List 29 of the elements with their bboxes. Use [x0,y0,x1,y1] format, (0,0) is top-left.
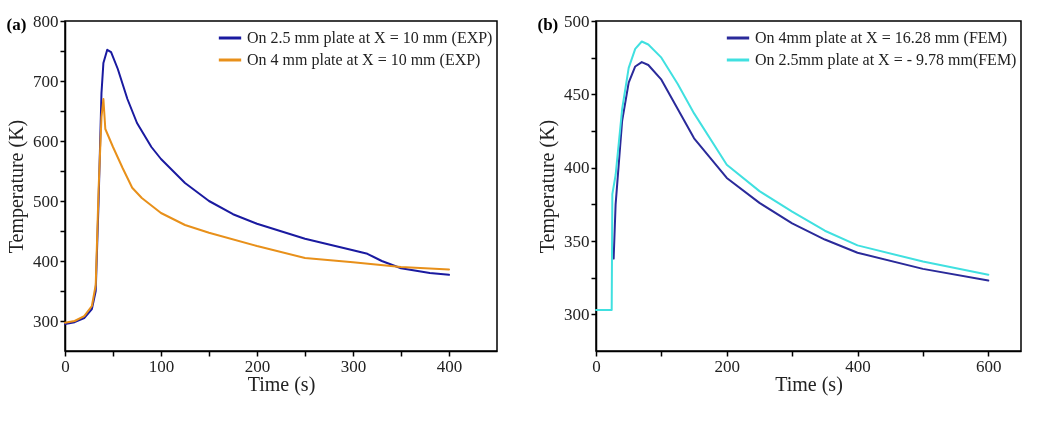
x-tick-label: 400 [845,356,871,376]
legend-label: On 2.5mm plate at X = - 9.78 mm(FEM) [755,51,1017,69]
legend-label: On 4mm plate at X = 16.28 mm (FEM) [755,29,1008,47]
x-tick-label: 600 [976,356,1002,376]
y-axis-title: Temperature (K) [5,119,28,254]
x-tick-label: 200 [714,356,741,376]
y-tick-label: 800 [33,11,59,31]
x-tick-label: 0 [61,356,70,376]
y-tick-label: 400 [33,251,59,271]
y-tick-label: 450 [564,84,590,104]
chart-title: (a) [6,15,27,34]
y-tick-label: 600 [33,131,59,151]
x-tick-label: 400 [436,356,463,376]
y-tick-label: 500 [33,191,59,211]
y-tick-label: 400 [564,158,590,178]
y-tick-label: 300 [33,311,59,331]
y-axis-title: Temperature (K) [536,119,559,254]
x-tick-label: 0 [592,356,601,376]
x-tick-label: 100 [148,356,175,376]
legend-label: On 4 mm plate at X = 10 mm (EXP) [247,51,481,69]
x-axis-title: Time (s) [775,372,843,396]
x-tick-label: 300 [340,356,367,376]
y-tick-label: 700 [33,71,59,91]
line-series [64,98,450,324]
chart-title: (b) [537,15,559,34]
y-tick-label: 500 [564,11,590,31]
legend-label: On 2.5 mm plate at X = 10 mm (EXP) [247,29,493,47]
y-tick-label: 300 [564,304,590,324]
y-tick-label: 350 [564,231,590,251]
